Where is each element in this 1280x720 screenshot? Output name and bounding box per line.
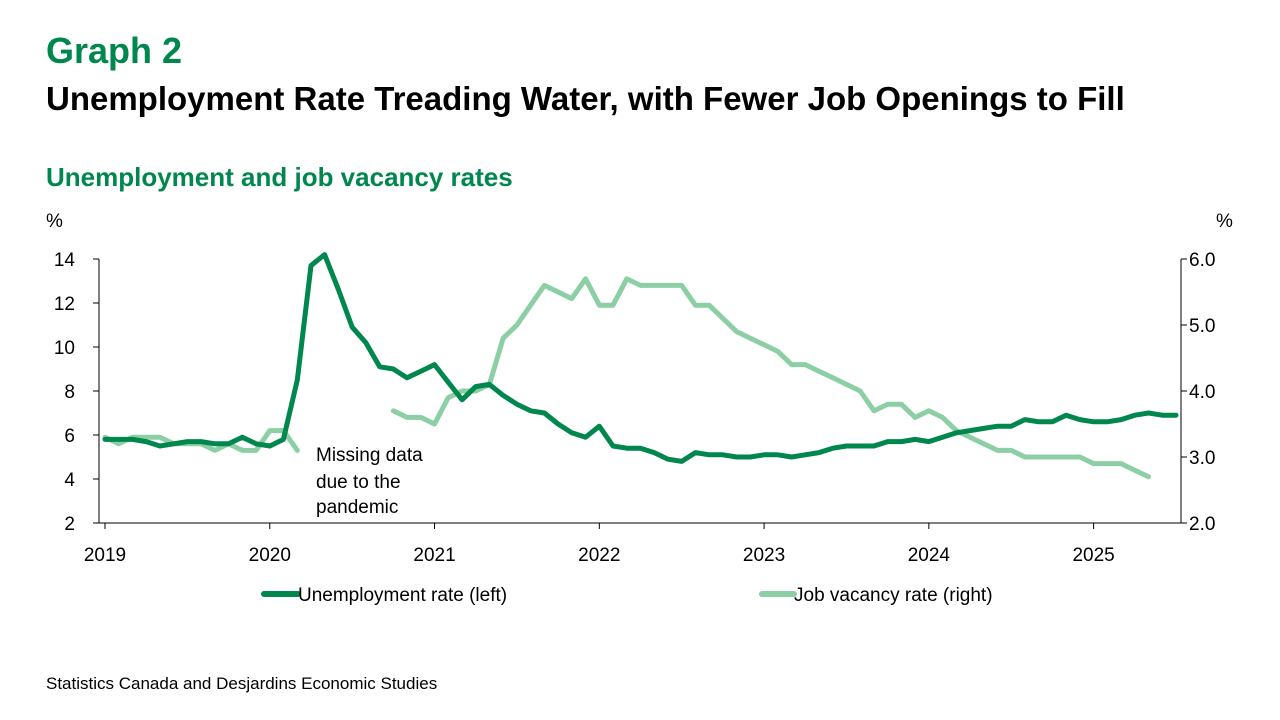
- source-note: Statistics Canada and Desjardins Economi…: [46, 674, 438, 693]
- right-tick-label: 2.0: [1189, 514, 1215, 535]
- legend-label-vacancy: Job vacancy rate (right): [794, 585, 993, 606]
- legend: Unemployment rate (left) Job vacancy rat…: [261, 585, 993, 606]
- series-line-unemployment: [102, 252, 1179, 464]
- annotation-line-3: pandemic: [316, 497, 398, 518]
- x-tick-label: 2023: [743, 545, 785, 566]
- right-tick-label: 4.0: [1189, 382, 1215, 403]
- annotation-line-2: due to the: [316, 472, 401, 493]
- x-tick-label: 2021: [413, 545, 455, 566]
- x-tick-label: 2024: [908, 545, 951, 566]
- left-tick-label: 12: [54, 294, 75, 315]
- left-axis-ticks: 2 4 6 8 10 12 14: [54, 250, 99, 535]
- x-tick-label: 2019: [84, 545, 126, 566]
- x-tick-label: 2025: [1072, 545, 1114, 566]
- right-axis-unit: %: [1216, 211, 1233, 232]
- right-tick-label: 3.0: [1189, 448, 1215, 469]
- left-tick-label: 14: [54, 250, 76, 271]
- left-tick-label: 10: [54, 338, 75, 359]
- left-tick-label: 8: [64, 382, 75, 403]
- x-tick-label: 2022: [578, 545, 620, 566]
- right-axis-ticks: 2.0 3.0 4.0 5.0 6.0: [1181, 250, 1215, 535]
- chart-subtitle: Unemployment and job vacancy rates: [46, 162, 513, 192]
- annotation-line-1: Missing data: [316, 445, 423, 466]
- left-axis-unit: %: [46, 211, 63, 232]
- legend-label-unemployment: Unemployment rate (left): [298, 585, 507, 606]
- series-line-job-vacancy-segment-2: [390, 276, 1151, 480]
- graph-number: Graph 2: [46, 30, 183, 71]
- right-tick-label: 6.0: [1189, 250, 1215, 271]
- x-tick-label: 2020: [249, 545, 291, 566]
- left-tick-label: 6: [64, 426, 75, 447]
- left-tick-label: 2: [64, 514, 75, 535]
- graph-title: Unemployment Rate Treading Water, with F…: [46, 80, 1125, 117]
- right-tick-label: 5.0: [1189, 316, 1215, 337]
- left-tick-label: 4: [64, 470, 75, 491]
- x-axis-ticks: 2019 2020 2021 2022 2023 2024 2025: [84, 523, 1115, 566]
- series-layer: [102, 252, 1179, 480]
